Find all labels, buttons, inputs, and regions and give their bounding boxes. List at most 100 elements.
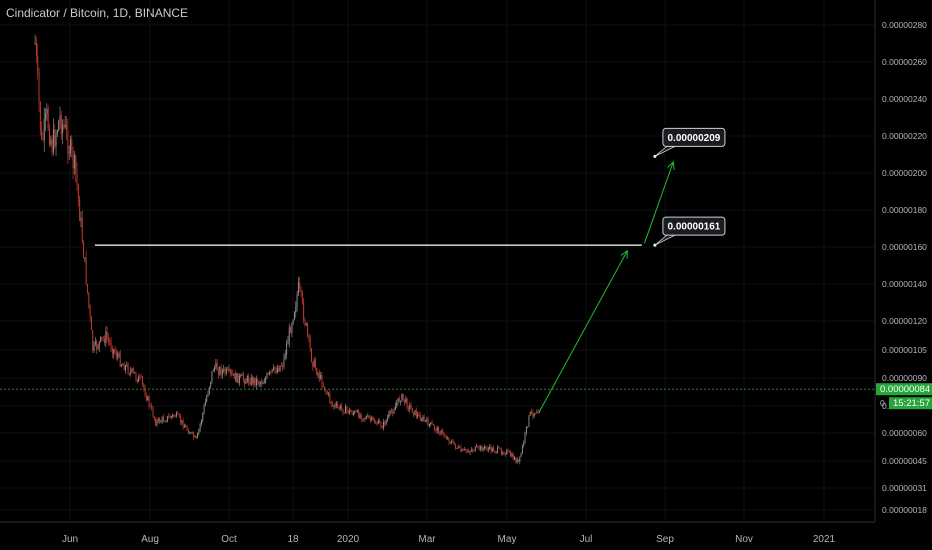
candle-body bbox=[81, 218, 83, 242]
candle-body bbox=[354, 411, 356, 414]
candle-body bbox=[159, 418, 161, 423]
candle-body bbox=[303, 301, 305, 321]
price-tick-label: 0.00000018 bbox=[882, 505, 927, 515]
price-axis[interactable]: 0.00000280 0.00000260 0.00000240 0.00000220… bbox=[882, 20, 927, 515]
candle-body bbox=[153, 416, 155, 419]
candle-body bbox=[531, 411, 533, 413]
projection-arrow-1[interactable] bbox=[539, 249, 628, 412]
candle-body bbox=[212, 370, 214, 372]
price-tick-label: 0.00000120 bbox=[882, 316, 927, 326]
candle-body bbox=[414, 409, 416, 415]
candle-body bbox=[494, 451, 496, 453]
candle-body bbox=[144, 388, 146, 397]
candle-body bbox=[300, 287, 302, 293]
candle-body bbox=[444, 435, 446, 438]
candle-body bbox=[245, 381, 247, 384]
candle-body bbox=[89, 306, 91, 317]
candle-body bbox=[487, 448, 489, 451]
candle-body bbox=[176, 412, 178, 417]
candle-body bbox=[524, 432, 526, 442]
candle-body bbox=[525, 426, 527, 433]
candle-body bbox=[224, 368, 226, 374]
candle-body bbox=[504, 453, 506, 455]
candle-body bbox=[359, 414, 361, 418]
time-axis[interactable]: Jun Aug Oct 18 2020 Mar May Jul Sep Nov 2021 bbox=[62, 534, 836, 545]
candle-body bbox=[520, 453, 522, 457]
candle-body bbox=[180, 416, 182, 423]
candle-body bbox=[443, 432, 445, 436]
candle-body bbox=[155, 418, 157, 426]
candle-body bbox=[432, 424, 434, 426]
candle-body bbox=[262, 382, 264, 385]
candle-body bbox=[183, 426, 185, 428]
price-tick-label: 0.00000045 bbox=[882, 456, 927, 466]
candle-body bbox=[242, 374, 244, 380]
candle-body bbox=[143, 383, 145, 389]
candle-body bbox=[491, 447, 493, 452]
candle-body bbox=[107, 338, 109, 341]
time-tick-label: Mar bbox=[418, 534, 436, 545]
candle-body bbox=[360, 414, 362, 420]
candle-body bbox=[347, 410, 349, 414]
candle-body bbox=[56, 131, 58, 135]
candle-body bbox=[47, 108, 49, 130]
candle-body bbox=[388, 413, 390, 418]
candle-body bbox=[532, 411, 534, 417]
candle-body bbox=[152, 408, 154, 417]
candle-body bbox=[402, 394, 404, 400]
candle-body bbox=[216, 362, 218, 371]
candle-body bbox=[39, 101, 41, 130]
candle-body bbox=[398, 398, 400, 402]
candle-body bbox=[423, 416, 425, 421]
candle-body bbox=[248, 375, 250, 383]
candle-body bbox=[169, 416, 171, 418]
price-tick-label: 0.00000160 bbox=[882, 242, 927, 252]
candle-body bbox=[263, 382, 265, 384]
candle-body bbox=[392, 411, 394, 414]
candle-body bbox=[42, 138, 44, 140]
candle-body bbox=[528, 415, 530, 427]
candle-body bbox=[38, 71, 40, 102]
candle-body bbox=[413, 412, 415, 415]
candle-body bbox=[419, 414, 421, 421]
candle-body bbox=[507, 450, 509, 452]
candle-body bbox=[181, 420, 183, 423]
projection-arrow-2[interactable] bbox=[643, 160, 675, 244]
price-annotation[interactable]: 0.00000209 bbox=[653, 127, 726, 158]
candle-body bbox=[516, 459, 518, 463]
current-price-tag: 0.00000084 bbox=[876, 383, 932, 396]
candle-body bbox=[283, 356, 285, 367]
candle-body bbox=[368, 415, 370, 419]
price-tick-label: 0.00000140 bbox=[882, 279, 927, 289]
time-tick-label: Jun bbox=[62, 534, 78, 545]
candle-body bbox=[267, 373, 269, 375]
candle-body bbox=[404, 399, 406, 403]
time-tick-label: 18 bbox=[287, 534, 299, 545]
candle-body bbox=[431, 422, 433, 425]
time-tick-label: Nov bbox=[735, 534, 753, 545]
candle-body bbox=[320, 375, 322, 379]
candle-body bbox=[189, 433, 191, 435]
candle-body bbox=[512, 453, 514, 460]
candle-body bbox=[486, 448, 488, 451]
price-annotations[interactable]: 0.00000161 0.00000209 bbox=[653, 127, 726, 247]
candle-body bbox=[265, 378, 267, 383]
candle-body bbox=[97, 347, 99, 349]
candle-body bbox=[136, 379, 138, 382]
projection-arrows[interactable] bbox=[539, 160, 675, 412]
candle-body bbox=[515, 457, 517, 463]
candle-body bbox=[308, 334, 310, 338]
candle-body bbox=[110, 342, 112, 349]
candle-body bbox=[85, 257, 87, 285]
candle-body bbox=[106, 331, 108, 339]
candle-body bbox=[71, 139, 73, 150]
candle-body bbox=[114, 349, 116, 353]
candle-body bbox=[145, 396, 147, 401]
candle-body bbox=[164, 421, 166, 423]
candle-body bbox=[203, 405, 205, 414]
candle-body bbox=[386, 417, 388, 420]
candle-body bbox=[280, 365, 282, 367]
candle-body bbox=[186, 426, 188, 430]
price-annotation[interactable]: 0.00000161 bbox=[653, 216, 726, 247]
